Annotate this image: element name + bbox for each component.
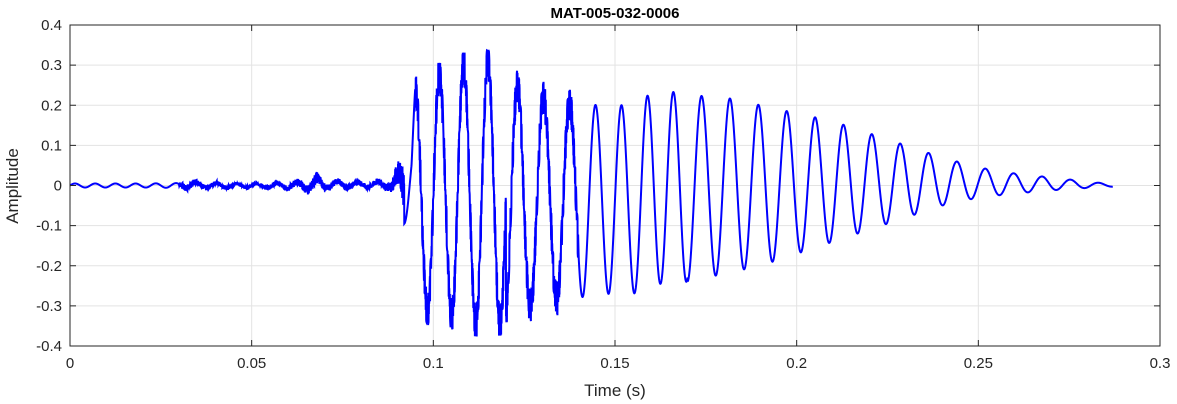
y-tick-label: -0.3 [36,298,62,315]
y-tick-label: -0.1 [36,218,62,235]
y-tick-label: 0.4 [41,17,62,34]
x-tick-label: 0.25 [964,355,993,372]
y-axis-label: Amplitude [3,148,22,224]
amplitude-line [70,48,1113,337]
y-tick-label: 0.1 [41,137,62,154]
x-tick-label: 0.2 [786,355,807,372]
x-tick-label: 0.3 [1150,355,1171,372]
x-axis-label: Time (s) [584,381,646,400]
x-tick-label: 0.05 [237,355,266,372]
y-tick-label: 0.2 [41,97,62,114]
y-axis-ticks: -0.4 -0.3 -0.2 -0.1 0 0.1 0.2 0.3 0.4 [36,17,1160,355]
x-tick-label: 0 [66,355,74,372]
x-axis-ticks: 0 0.05 0.1 0.15 0.2 0.25 0.3 [66,25,1171,372]
y-tick-label: 0.3 [41,57,62,74]
y-tick-label: -0.4 [36,338,62,355]
plot-area [70,48,1113,337]
y-tick-label: -0.2 [36,258,62,275]
x-tick-label: 0.15 [600,355,629,372]
y-tick-label: 0 [54,178,62,195]
x-tick-label: 0.1 [423,355,444,372]
chart-title: MAT-005-032-0006 [551,5,680,22]
